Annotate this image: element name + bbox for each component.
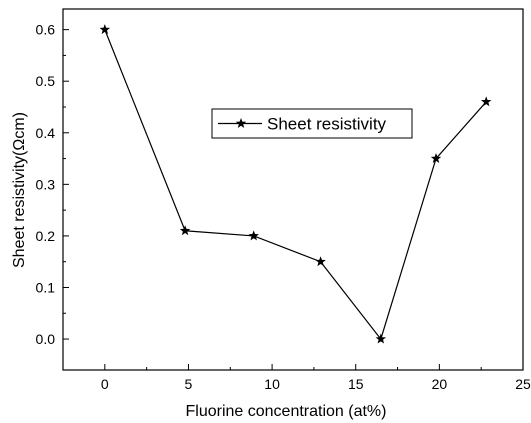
x-tick-label: 20 bbox=[432, 376, 448, 392]
y-tick-label: 0.3 bbox=[36, 176, 56, 192]
legend: Sheet resistivity bbox=[211, 108, 413, 139]
series-line bbox=[104, 29, 487, 341]
legend-marker-star bbox=[235, 118, 247, 128]
y-axis-ticks: 0.0 0.1 0.2 0.3 0.4 0.5 0.6 bbox=[36, 22, 69, 347]
data-point-star bbox=[248, 230, 259, 241]
x-axis-label: Fluorine concentration (at%) bbox=[186, 403, 387, 420]
legend-label: Sheet resistivity bbox=[267, 115, 387, 134]
data-point-star bbox=[315, 256, 326, 267]
x-axis-ticks: 0 5 10 15 20 25 bbox=[101, 364, 531, 392]
x-tick-label: 25 bbox=[515, 376, 531, 392]
y-tick-label: 0.1 bbox=[36, 279, 56, 295]
x-tick-label: 10 bbox=[264, 376, 280, 392]
y-tick-label: 0.4 bbox=[36, 125, 56, 141]
x-tick-label: 5 bbox=[185, 376, 193, 392]
x-tick-label: 0 bbox=[101, 376, 109, 392]
data-point-star bbox=[179, 225, 191, 236]
y-tick-label: 0.2 bbox=[36, 228, 56, 244]
y-tick-label: 0.0 bbox=[36, 331, 56, 347]
y-axis-label: Sheet resistivity(Ωcm) bbox=[11, 112, 28, 268]
series-layer bbox=[99, 24, 492, 344]
data-point-star bbox=[480, 96, 492, 107]
data-point-star bbox=[430, 153, 442, 164]
plot-frame bbox=[62, 8, 524, 371]
y-tick-label: 0.5 bbox=[36, 73, 56, 89]
data-point-star bbox=[99, 24, 111, 35]
y-tick-label: 0.6 bbox=[36, 22, 56, 38]
data-point-star bbox=[375, 333, 387, 344]
x-tick-label: 15 bbox=[348, 376, 364, 392]
